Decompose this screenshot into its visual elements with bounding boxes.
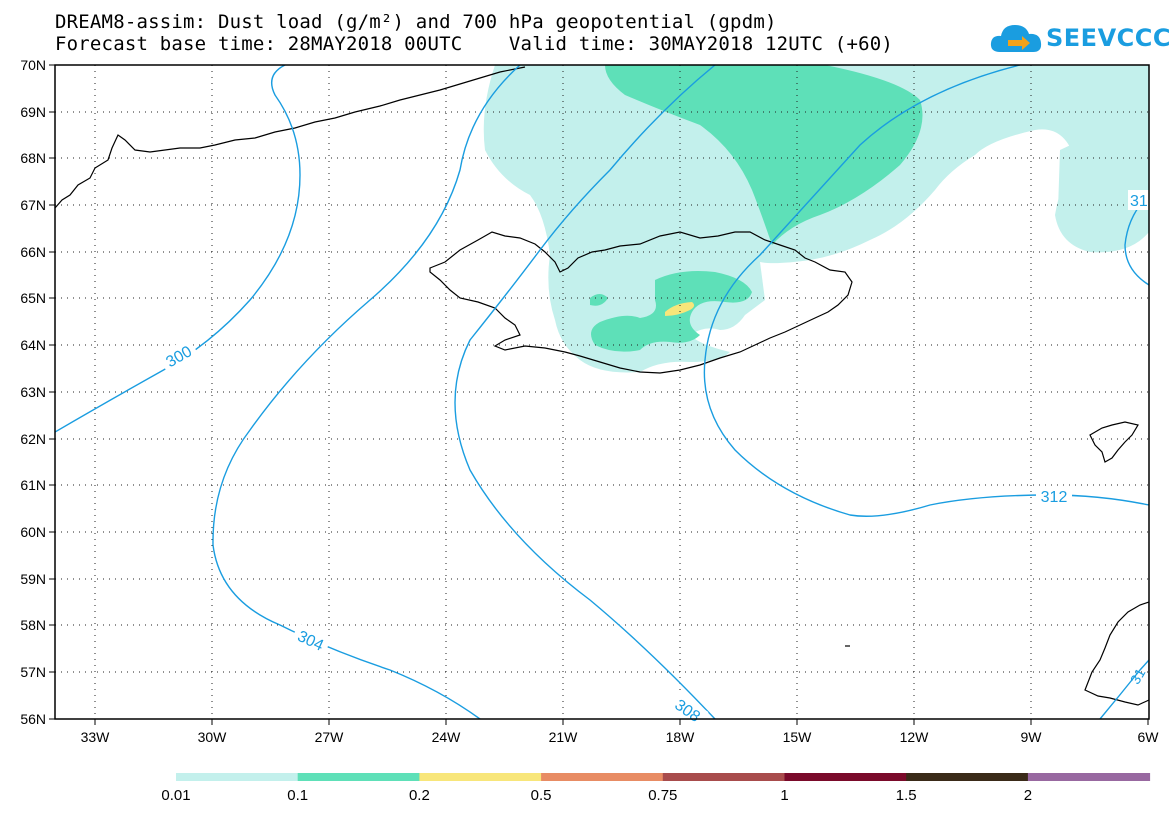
colorbar xyxy=(176,773,1151,781)
colorbar-swatch xyxy=(662,773,785,781)
colorbar-label: 0.5 xyxy=(530,787,552,804)
dust-area-medium-north xyxy=(605,65,923,245)
contour-label-312: 312 xyxy=(1041,489,1068,506)
map-subtitle: Forecast base time: 28MAY2018 00UTC Vali… xyxy=(55,33,894,55)
colorbar-swatch xyxy=(906,773,1029,781)
dust-area-medium-west xyxy=(590,294,608,306)
coast-greenland xyxy=(55,66,526,209)
colorbar-label: 0.1 xyxy=(287,787,309,804)
colorbar-swatch xyxy=(297,773,420,781)
colorbar-swatch xyxy=(541,773,664,781)
colorbar-swatch xyxy=(176,773,299,781)
lon-label: 6W xyxy=(1138,729,1160,745)
colorbar-label: 0.2 xyxy=(408,787,430,804)
lat-label: 59N xyxy=(20,571,46,587)
lon-label: 21W xyxy=(549,729,579,745)
lat-label: 70N xyxy=(20,57,46,73)
lon-label: 27W xyxy=(315,729,345,745)
map-title: DREAM8-assim: Dust load (g/m²) and 700 h… xyxy=(55,11,777,33)
contour-304 xyxy=(212,65,521,719)
lon-label: 12W xyxy=(900,729,930,745)
contour-label-316-se: 31 xyxy=(1127,665,1149,687)
dust-area-light-east xyxy=(1058,130,1149,252)
cloud-icon xyxy=(990,25,1042,52)
lat-label: 67N xyxy=(20,197,46,213)
logo-text: SEEVCCC xyxy=(1046,24,1171,52)
contour-label-316-east: 31 xyxy=(1130,193,1148,210)
lon-label: 9W xyxy=(1021,729,1043,745)
dust-area-high xyxy=(665,302,695,316)
lon-label: 33W xyxy=(81,729,111,745)
colorbar-label: 1 xyxy=(780,787,789,804)
latitude-labels: 70N 69N 68N 67N 66N 65N 64N 63N 62N 61N … xyxy=(20,57,46,727)
colorbar-swatch xyxy=(784,773,907,781)
lon-label: 24W xyxy=(432,729,462,745)
lat-label: 62N xyxy=(20,431,46,447)
colorbar-swatch xyxy=(1027,773,1151,781)
graticule xyxy=(55,65,1149,719)
lat-label: 64N xyxy=(20,337,46,353)
axis-ticks xyxy=(49,64,1149,725)
lat-label: 58N xyxy=(20,617,46,633)
contour-308 xyxy=(454,65,716,719)
contour-312 xyxy=(703,65,1149,517)
dust-area-light xyxy=(483,65,1149,373)
lat-label: 57N xyxy=(20,664,46,680)
colorbar-swatch xyxy=(419,773,542,781)
colorbar-label: 1.5 xyxy=(895,787,917,804)
coastlines xyxy=(55,66,1149,706)
lat-label: 66N xyxy=(20,244,46,260)
coast-faroe xyxy=(1089,421,1139,463)
seevccc-logo: SEEVCCC xyxy=(988,18,1171,60)
coast-iceland xyxy=(429,231,853,374)
contour-316-se xyxy=(1099,659,1149,719)
lat-label: 68N xyxy=(20,150,46,166)
colorbar-label: 2 xyxy=(1023,787,1033,804)
lat-label: 63N xyxy=(20,384,46,400)
lat-label: 56N xyxy=(20,711,46,727)
longitude-labels: 33W 30W 27W 24W 21W 18W 15W 12W 9W 6W xyxy=(81,729,1160,745)
colorbar-label: 0.01 xyxy=(161,787,191,804)
geopotential-contours xyxy=(55,65,1149,719)
lon-label: 30W xyxy=(198,729,228,745)
lat-label: 60N xyxy=(20,524,46,540)
dust-shading xyxy=(483,65,1149,373)
coast-scotland xyxy=(1084,601,1149,706)
lat-label: 65N xyxy=(20,290,46,306)
lat-label: 61N xyxy=(20,477,46,493)
lon-label: 18W xyxy=(666,729,696,745)
lat-label: 69N xyxy=(20,104,46,120)
lon-label: 15W xyxy=(783,729,813,745)
contour-300 xyxy=(55,65,301,433)
colorbar-label: 0.75 xyxy=(648,787,678,804)
